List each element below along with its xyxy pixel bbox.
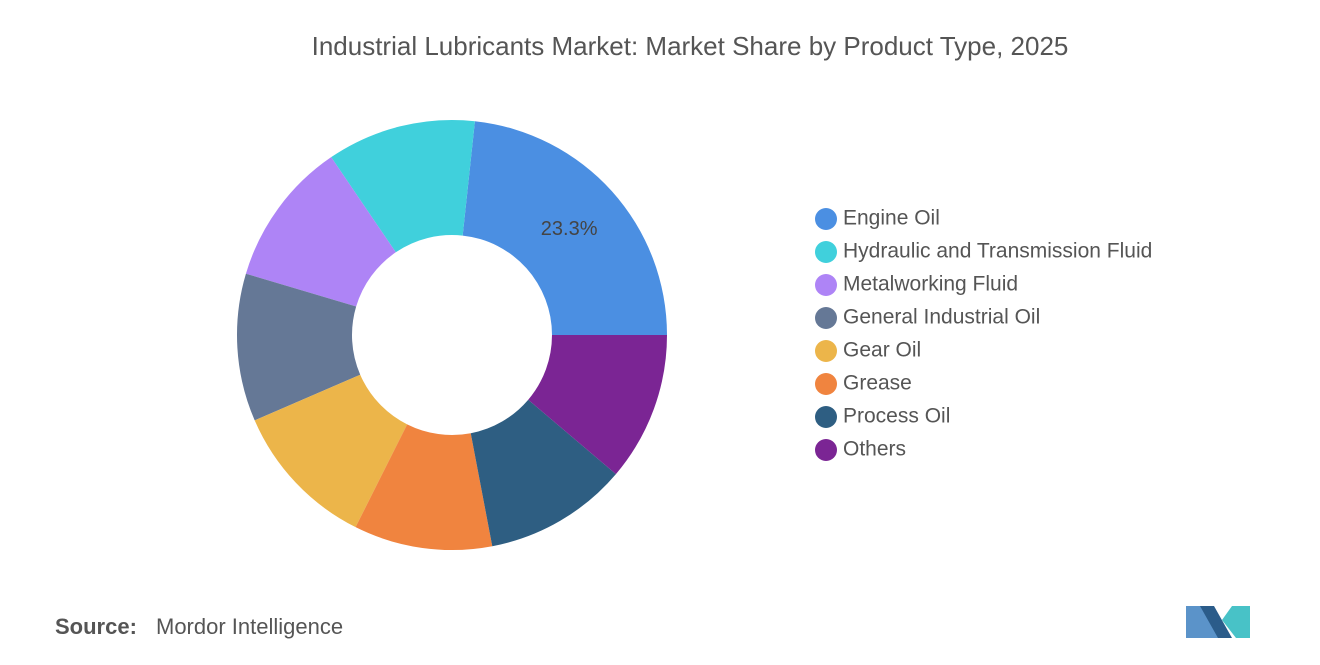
legend-label: Grease <box>843 372 912 395</box>
legend-marker <box>815 340 837 362</box>
legend-marker <box>815 307 837 329</box>
legend-marker <box>815 208 837 230</box>
legend-marker <box>815 406 837 428</box>
legend-marker <box>815 274 837 296</box>
slice <box>528 335 667 475</box>
legend-label: Others <box>843 438 906 461</box>
legend-label: Engine Oil <box>843 207 940 230</box>
legend-label: Gear Oil <box>843 339 921 362</box>
data-label: 23.3% <box>541 218 598 240</box>
chart-title: Industrial Lubricants Market: Market Sha… <box>312 31 1069 61</box>
slice <box>355 424 493 550</box>
legend-marker <box>815 439 837 461</box>
slice <box>245 157 396 307</box>
logo <box>1186 606 1250 638</box>
slice <box>470 399 616 547</box>
legend-label: Metalworking Fluid <box>843 273 1018 296</box>
slice <box>462 121 667 335</box>
slice <box>254 374 408 528</box>
legend-label: Hydraulic and Transmission Fluid <box>843 240 1152 263</box>
slice <box>237 273 361 421</box>
legend-label: General Industrial Oil <box>843 306 1040 329</box>
source-label: Source: <box>55 614 137 639</box>
slice <box>331 120 475 253</box>
legend-marker <box>815 373 837 395</box>
legend-label: Process Oil <box>843 405 950 428</box>
legend-marker <box>815 241 837 263</box>
source-text: Mordor Intelligence <box>156 614 343 639</box>
